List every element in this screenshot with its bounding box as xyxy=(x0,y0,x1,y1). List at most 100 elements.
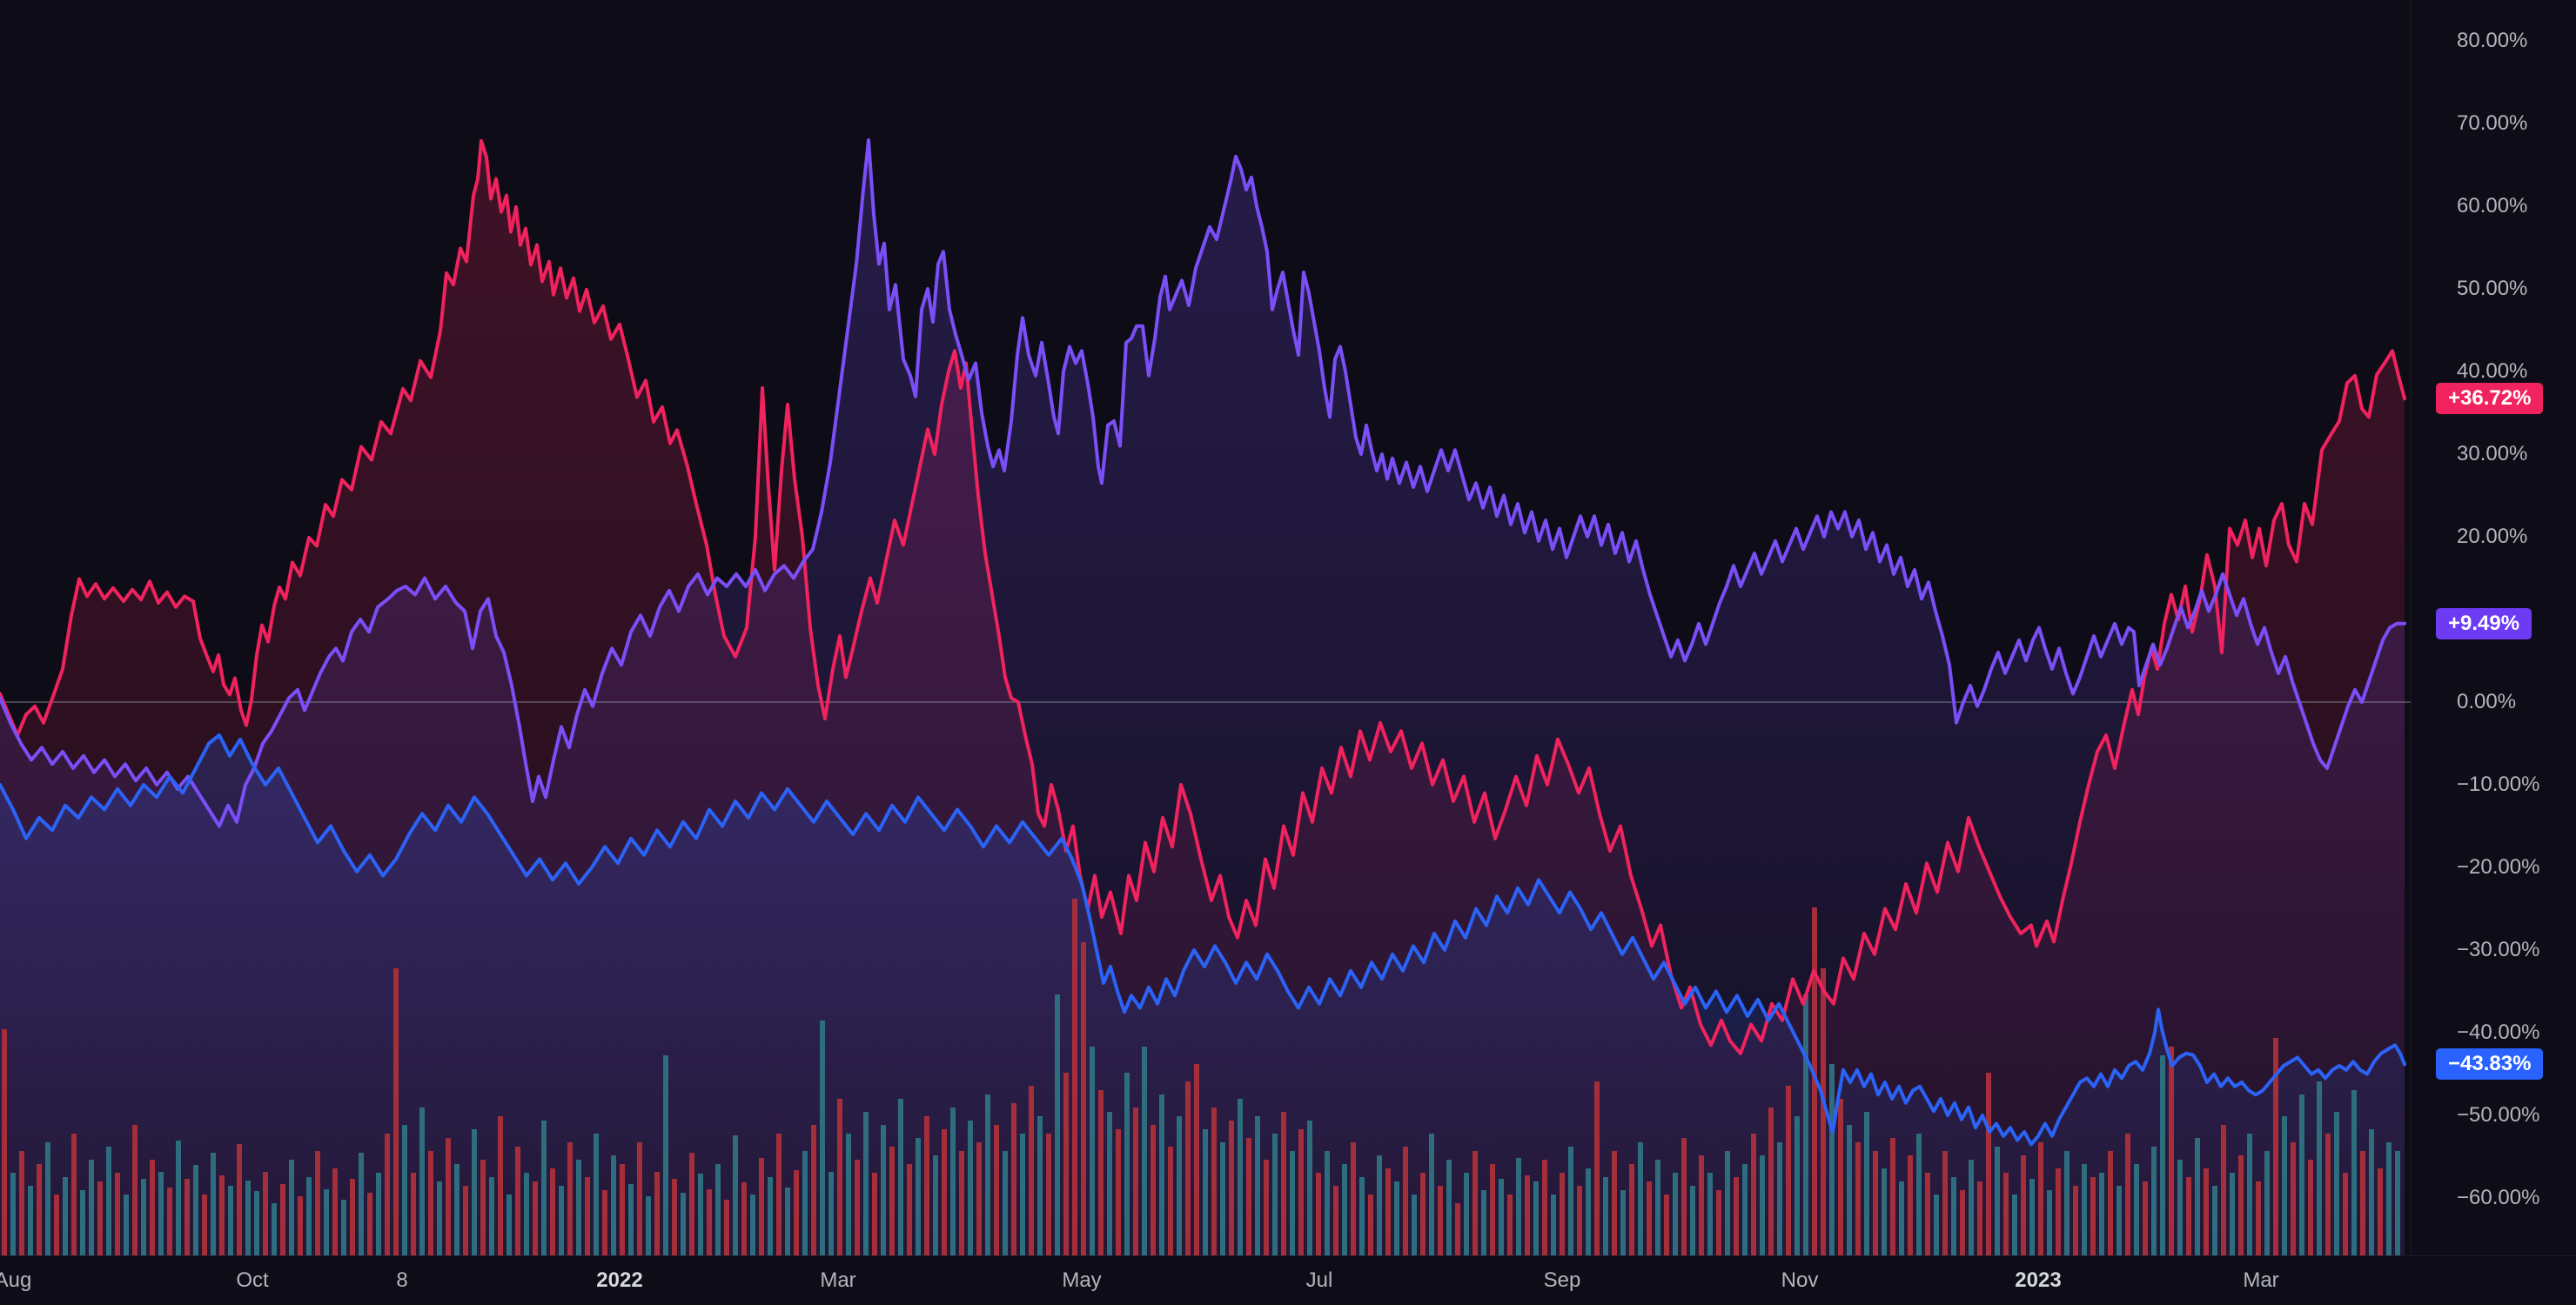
volume-bar-up xyxy=(1725,1151,1730,1255)
volume-bar-down xyxy=(2,1029,7,1255)
volume-bar-up xyxy=(193,1165,198,1255)
volume-bar-down xyxy=(1316,1173,1321,1255)
volume-bar-down xyxy=(2073,1186,2078,1255)
volume-bar-up xyxy=(1916,1134,1922,1255)
volume-bar-down xyxy=(115,1173,120,1255)
volume-bar-up xyxy=(2299,1094,2304,1255)
volume-bar-down xyxy=(350,1179,355,1255)
volume-bar-up xyxy=(437,1181,442,1255)
series-purple-line xyxy=(0,138,2406,828)
volume-bar-up xyxy=(2134,1164,2139,1255)
volume-bar-up xyxy=(785,1188,790,1255)
volume-bar-up xyxy=(968,1121,973,1255)
volume-bar-down xyxy=(480,1160,486,1255)
volume-bar-up xyxy=(698,1174,703,1255)
x-axis-tick-label: Oct xyxy=(236,1268,269,1292)
price-axis[interactable]: 80.00% 70.00% 60.00% 50.00% 40.00% 30.00% 20.0… xyxy=(2411,0,2576,1255)
volume-bar-down xyxy=(837,1099,842,1255)
volume-bar-up xyxy=(2395,1151,2400,1255)
volume-bar-up xyxy=(2369,1129,2374,1255)
y-axis-tick-label: 80.00% xyxy=(2457,29,2528,52)
volume-bar-up xyxy=(2264,1151,2270,1255)
volume-bar-down xyxy=(550,1168,555,1255)
volume-bar-down xyxy=(2273,1038,2278,1255)
volume-bar-up xyxy=(1638,1142,1643,1255)
volume-bar-down xyxy=(855,1160,860,1255)
volume-bar-up xyxy=(1794,1116,1800,1255)
volume-bar-up xyxy=(1159,1094,1164,1255)
volume-bar-down xyxy=(463,1186,468,1255)
volume-bar-up xyxy=(1655,1160,1660,1255)
volume-bar-down xyxy=(1560,1173,1565,1255)
volume-bar-down xyxy=(1168,1147,1173,1255)
volume-bar-down xyxy=(942,1129,947,1255)
volume-bar-up xyxy=(63,1177,68,1255)
volume-bar-up xyxy=(45,1142,50,1255)
volume-bar-up xyxy=(628,1184,634,1255)
volume-bar-up xyxy=(1516,1158,1521,1255)
series-blue-price-badge: −43.83% xyxy=(2436,1048,2544,1081)
volume-bar-down xyxy=(1821,968,1826,1255)
volume-bar-up xyxy=(2351,1090,2357,1255)
volume-bar-up xyxy=(2247,1134,2252,1255)
volume-bar-up xyxy=(1220,1142,1225,1255)
volume-bar-down xyxy=(1699,1155,1704,1255)
y-axis-tick-label: −30.00% xyxy=(2457,938,2540,961)
volume-bar-down xyxy=(1716,1190,1721,1255)
volume-bar-down xyxy=(776,1134,782,1255)
volume-bars xyxy=(2,899,2400,1255)
volume-bar-up xyxy=(1882,1168,1887,1255)
volume-bar-up xyxy=(2029,1179,2035,1255)
volume-bar-up xyxy=(2116,1186,2122,1255)
volume-bar-down xyxy=(1264,1160,1269,1255)
volume-bar-down xyxy=(332,1168,338,1255)
volume-bar-up xyxy=(1603,1177,1608,1255)
volume-bar-down xyxy=(2090,1177,2096,1255)
series-blue-line xyxy=(0,733,2406,1147)
volume-bar-down xyxy=(1011,1103,1016,1255)
volume-bar-down xyxy=(1029,1086,1034,1255)
volume-bar-down xyxy=(1403,1147,1408,1255)
volume-bar-down xyxy=(446,1138,451,1255)
volume-bar-up xyxy=(2151,1147,2157,1255)
volume-bar-up xyxy=(141,1179,146,1255)
volume-bar-down xyxy=(498,1116,503,1255)
volume-bar-up xyxy=(881,1125,886,1255)
x-axis-tick-label: May xyxy=(1062,1268,1102,1292)
volume-bar-down xyxy=(385,1134,390,1255)
volume-bar-up xyxy=(402,1125,407,1255)
volume-bar-up xyxy=(419,1108,425,1255)
volume-bar-down xyxy=(620,1164,625,1255)
volume-bar-down xyxy=(1246,1138,1251,1255)
x-axis-tick-label: 2023 xyxy=(2015,1268,2062,1292)
volume-bar-up xyxy=(1760,1155,1765,1255)
volume-bar-down xyxy=(1960,1190,1965,1255)
volume-bar-down xyxy=(2038,1142,2043,1255)
volume-bar-up xyxy=(306,1177,312,1255)
time-axis[interactable]: Aug Oct 8 2022 Mar May Jul Sep Nov 2023 Mar xyxy=(0,1255,2576,1305)
volume-bar-up xyxy=(1742,1164,1748,1255)
volume-bar-up xyxy=(341,1200,346,1255)
y-axis-tick-label: 70.00% xyxy=(2457,111,2528,135)
volume-bar-down xyxy=(1751,1134,1756,1255)
volume-bar-up xyxy=(1020,1134,1025,1255)
volume-bar-down xyxy=(150,1160,155,1255)
volume-bar-up xyxy=(985,1094,990,1255)
volume-bar-down xyxy=(811,1125,816,1255)
volume-bar-up xyxy=(524,1173,529,1255)
x-axis-tick-label: Aug xyxy=(0,1268,32,1292)
volume-bar-up xyxy=(28,1186,33,1255)
volume-bar-down xyxy=(2343,1173,2348,1255)
volume-bar-down xyxy=(1098,1090,1104,1255)
volume-bar-down xyxy=(924,1116,929,1255)
volume-bar-down xyxy=(1072,899,1077,1255)
volume-bar-down xyxy=(759,1158,764,1255)
volume-bar-up xyxy=(1107,1112,1112,1255)
volume-bar-up xyxy=(733,1135,738,1255)
x-axis-tick-label: 2022 xyxy=(596,1268,643,1292)
volume-bar-up xyxy=(489,1177,494,1255)
volume-bar-up xyxy=(506,1195,512,1255)
volume-bar-up xyxy=(1003,1151,1008,1255)
